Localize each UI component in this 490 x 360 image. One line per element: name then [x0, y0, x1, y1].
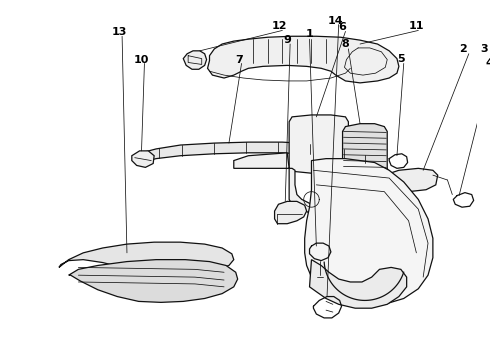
Polygon shape	[234, 153, 389, 219]
Polygon shape	[183, 51, 207, 69]
Polygon shape	[142, 142, 375, 168]
Polygon shape	[69, 260, 238, 302]
Text: 14: 14	[328, 16, 343, 26]
Text: 7: 7	[235, 55, 243, 64]
Polygon shape	[310, 260, 407, 308]
Text: 3: 3	[481, 44, 488, 54]
Text: 1: 1	[306, 29, 314, 39]
Polygon shape	[343, 124, 387, 174]
Text: 10: 10	[134, 55, 149, 64]
Polygon shape	[289, 115, 348, 173]
Text: 13: 13	[112, 27, 127, 37]
Text: 8: 8	[342, 39, 349, 49]
Text: 2: 2	[459, 44, 467, 54]
Text: 5: 5	[397, 54, 405, 64]
Polygon shape	[384, 168, 438, 192]
Polygon shape	[59, 242, 234, 272]
Text: 11: 11	[409, 21, 424, 31]
Text: 9: 9	[283, 35, 291, 45]
Polygon shape	[208, 36, 399, 83]
Polygon shape	[305, 159, 433, 304]
Text: 12: 12	[271, 21, 287, 31]
Text: 6: 6	[339, 22, 346, 32]
Polygon shape	[132, 151, 154, 167]
Polygon shape	[274, 201, 307, 224]
Text: 4: 4	[485, 58, 490, 68]
